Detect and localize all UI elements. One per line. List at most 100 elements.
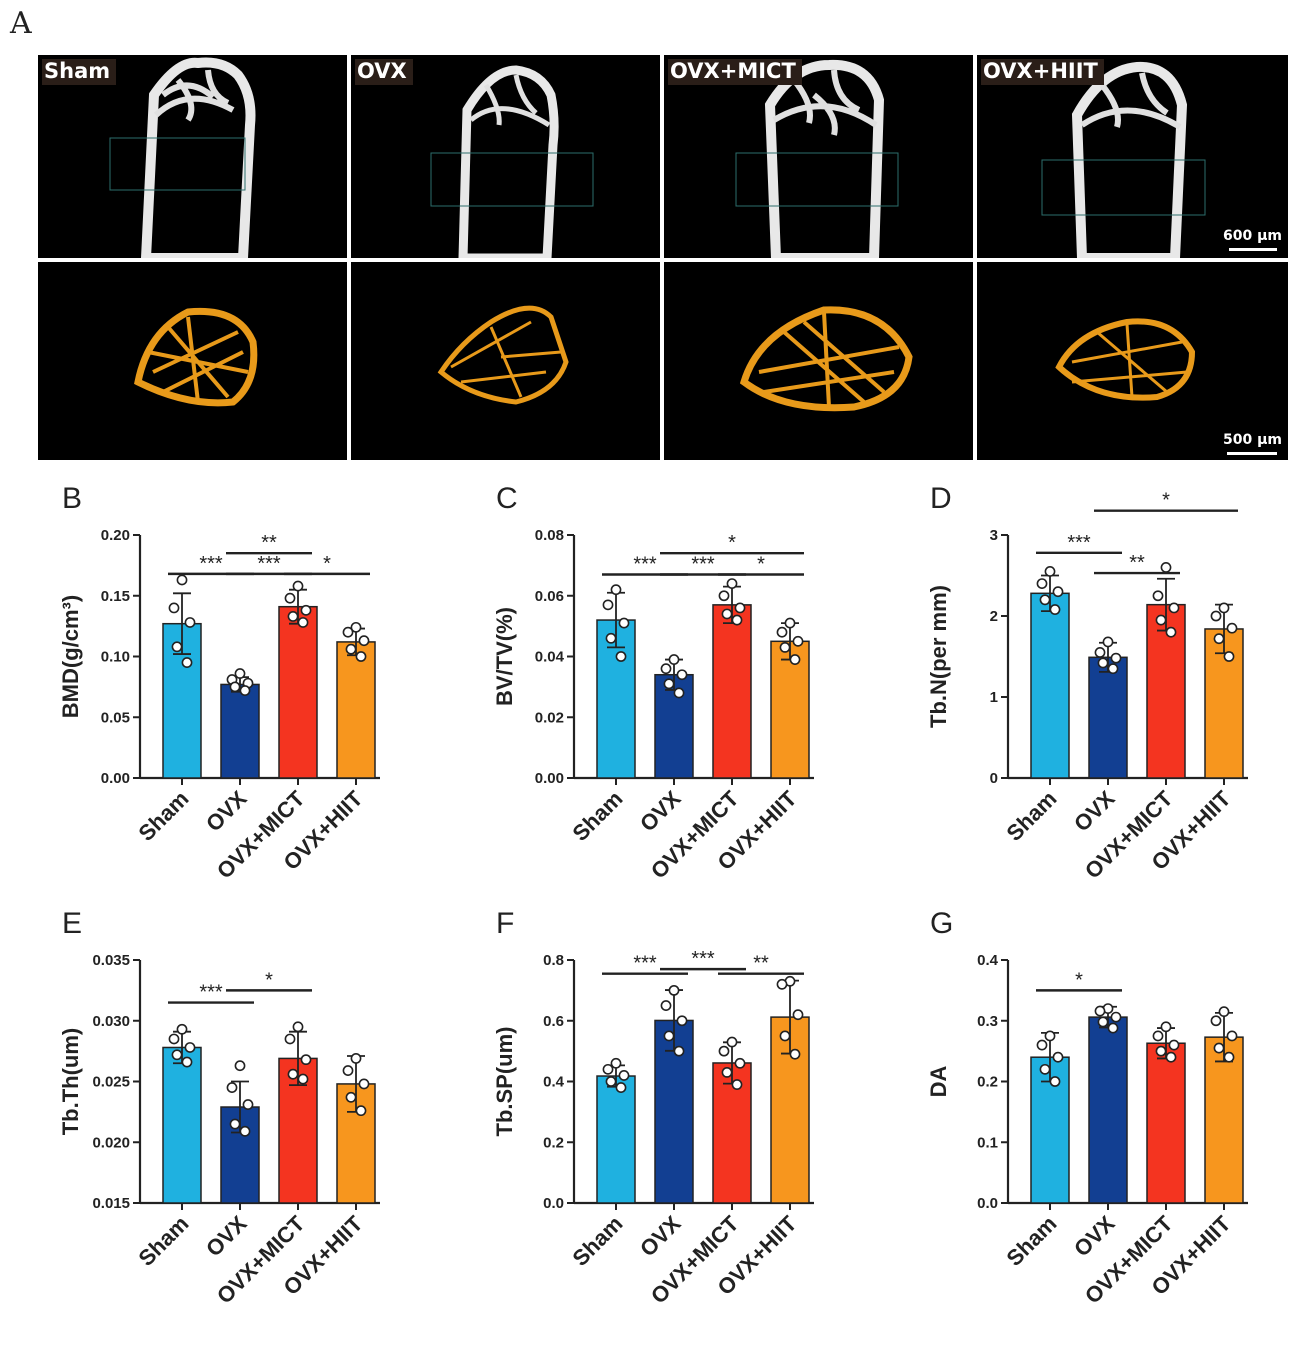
bar-ovx-mict — [278, 605, 318, 779]
panel-letter-a: A — [10, 6, 32, 41]
data-point — [358, 1078, 370, 1090]
data-point — [1097, 1016, 1109, 1028]
data-point — [1052, 1051, 1064, 1063]
data-point — [1039, 1063, 1051, 1075]
data-point — [615, 651, 627, 662]
y-tick-label: 0.00 — [101, 770, 130, 787]
y-axis-label: BMD(g/cm³) — [58, 595, 83, 718]
x-category-label: Sham — [567, 1211, 627, 1271]
bar-ovx-hiit — [336, 641, 376, 779]
micro-label-hiit: OVX+HIIT — [981, 59, 1104, 85]
micro-ct-2d-hiit: OVX+HIIT 600 µm — [977, 55, 1288, 258]
y-tick-label: 0.015 — [92, 1195, 130, 1212]
bar-ovx — [220, 683, 260, 779]
femur-section-image — [430, 65, 594, 258]
data-point — [350, 1053, 362, 1064]
x-category-label: OVX — [635, 786, 686, 837]
y-tick-label: 0.02 — [535, 709, 564, 726]
data-point — [618, 617, 630, 629]
data-point — [615, 1082, 627, 1093]
significance-label: ** — [753, 953, 769, 975]
y-tick-label: 0.8 — [543, 952, 564, 969]
data-point — [184, 617, 196, 628]
x-category-label: OVX — [201, 786, 252, 837]
y-tick-label: 0.4 — [977, 952, 999, 969]
trabecular-3d-image — [1055, 318, 1196, 401]
x-category-label: Sham — [1001, 786, 1061, 846]
micro-ct-2d-ovx: OVX — [351, 55, 660, 258]
micro-ct-3d-ovx — [351, 262, 660, 460]
data-point — [1160, 1021, 1172, 1033]
data-point — [1044, 566, 1056, 577]
data-point — [284, 592, 296, 604]
data-point — [1226, 1030, 1238, 1042]
data-point — [731, 614, 743, 626]
x-category-label: OVX — [1069, 1211, 1120, 1262]
y-tick-label: 0.030 — [92, 1013, 130, 1030]
femur-section-image — [1041, 61, 1206, 258]
data-point — [673, 687, 685, 699]
y-tick-label: 0.05 — [101, 709, 130, 726]
data-point — [792, 1009, 804, 1021]
y-axis-label: Tb.Th(um) — [58, 1028, 83, 1136]
y-tick-label: 0.2 — [543, 1134, 564, 1151]
data-point — [168, 1033, 180, 1045]
data-point — [345, 1091, 357, 1103]
x-category-label: OVX — [201, 1211, 252, 1262]
significance-label: * — [1162, 490, 1170, 512]
data-point — [287, 1068, 299, 1080]
micro-label-mict: OVX+MICT — [668, 59, 802, 85]
bar-sham — [596, 1075, 636, 1204]
bar-sham — [1030, 592, 1070, 779]
data-point — [734, 602, 746, 614]
bar-ovx-hiit — [770, 640, 810, 779]
significance-label: * — [757, 553, 765, 575]
micro-label-ovx: OVX — [355, 59, 413, 85]
bar-ovx-mict — [1146, 1042, 1186, 1204]
data-point — [1049, 604, 1061, 615]
panel-letter: D — [930, 482, 952, 515]
significance-label: *** — [633, 553, 657, 575]
data-point — [355, 1105, 367, 1117]
data-point — [1210, 610, 1222, 622]
data-point — [789, 654, 801, 665]
data-point — [1155, 1045, 1167, 1057]
y-axis-label: Tb.N(per mm) — [926, 585, 951, 728]
data-point — [355, 651, 367, 662]
y-tick-label: 0.020 — [92, 1134, 130, 1151]
significance-label: *** — [199, 553, 223, 575]
data-point — [605, 632, 617, 644]
data-point — [1039, 594, 1051, 606]
y-tick-label: 0.4 — [543, 1074, 565, 1091]
data-point — [673, 1045, 685, 1057]
data-point — [1223, 651, 1235, 662]
data-point — [726, 1036, 738, 1048]
data-point — [287, 611, 299, 622]
y-tick-label: 0.04 — [535, 649, 565, 666]
data-point — [618, 1070, 630, 1081]
data-point — [358, 635, 370, 647]
data-point — [676, 669, 688, 681]
data-point — [1094, 647, 1106, 658]
panel-letter: B — [62, 482, 82, 515]
data-point — [663, 1030, 675, 1042]
y-tick-label: 0.20 — [101, 527, 130, 544]
x-category-label: Sham — [133, 1211, 193, 1271]
data-point — [660, 663, 672, 675]
y-tick-label: 0.0 — [543, 1195, 564, 1212]
y-tick-label: 0.1 — [977, 1134, 998, 1151]
significance-label: ** — [1129, 552, 1145, 574]
panel-letter: F — [496, 907, 514, 940]
panel-letter: E — [62, 907, 82, 940]
data-point — [1152, 1030, 1164, 1042]
y-tick-label: 2 — [990, 608, 998, 625]
data-point — [1210, 1015, 1222, 1027]
data-point — [1218, 1006, 1230, 1018]
data-point — [1110, 1011, 1122, 1023]
femur-section-image — [735, 59, 899, 258]
data-point — [1160, 562, 1172, 573]
data-point — [721, 1066, 733, 1078]
significance-label: * — [728, 532, 736, 554]
